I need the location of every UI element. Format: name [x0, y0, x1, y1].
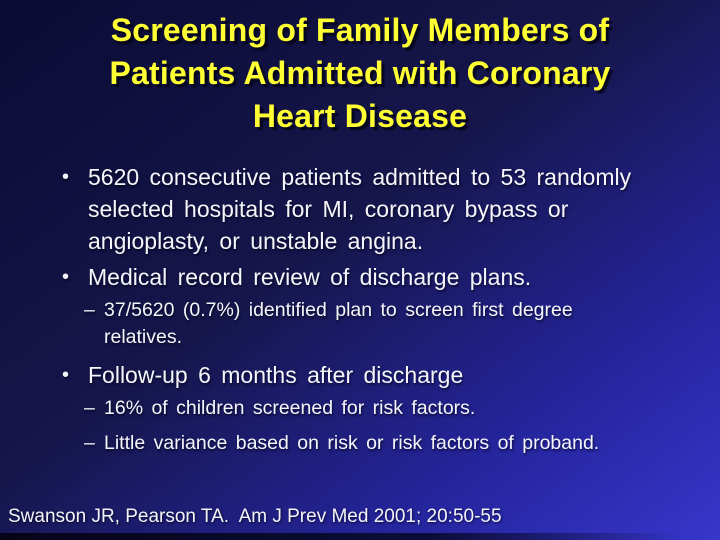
bullet-marker: •: [62, 166, 70, 188]
bullet-item: • Follow-up 6 months after discharge: [0, 359, 720, 391]
bullet-marker: •: [62, 266, 70, 288]
bullet-list: • 5620 consecutive patients admitted to …: [0, 161, 720, 465]
sub-bullet-text: 16% of children screened for risk factor…: [104, 397, 476, 419]
bullet-text: Medical record review of discharge plans…: [88, 264, 532, 290]
dash-marker: –: [84, 397, 95, 419]
sub-bullet-text: Little variance based on risk or risk fa…: [104, 432, 600, 454]
sub-bullet-item: – 37/5620 (0.7%) identified plan to scre…: [0, 297, 720, 351]
title-line-2: Patients Admitted with Coronary: [109, 55, 611, 91]
bullet-text: 5620 consecutive patients admitted to 53…: [88, 164, 632, 254]
dash-marker: –: [84, 299, 95, 321]
slide-title: Screening of Family Members of Patients …: [0, 9, 720, 138]
title-line-1: Screening of Family Members of: [110, 12, 610, 48]
dash-marker: –: [84, 432, 95, 454]
bullet-item: • 5620 consecutive patients admitted to …: [0, 161, 720, 257]
sub-bullet-text: 37/5620 (0.7%) identified plan to screen…: [104, 299, 573, 348]
sub-bullet-item: – 16% of children screened for risk fact…: [0, 395, 720, 422]
bullet-item: • Medical record review of discharge pla…: [0, 261, 720, 293]
sub-bullet-item: – Little variance based on risk or risk …: [0, 430, 720, 457]
bullet-text: Follow-up 6 months after discharge: [88, 362, 464, 388]
title-line-3: Heart Disease: [252, 98, 468, 134]
bottom-edge-shadow: [0, 533, 720, 540]
bullet-marker: •: [62, 364, 70, 386]
citation: Swanson JR, Pearson TA. Am J Prev Med 20…: [8, 506, 502, 527]
